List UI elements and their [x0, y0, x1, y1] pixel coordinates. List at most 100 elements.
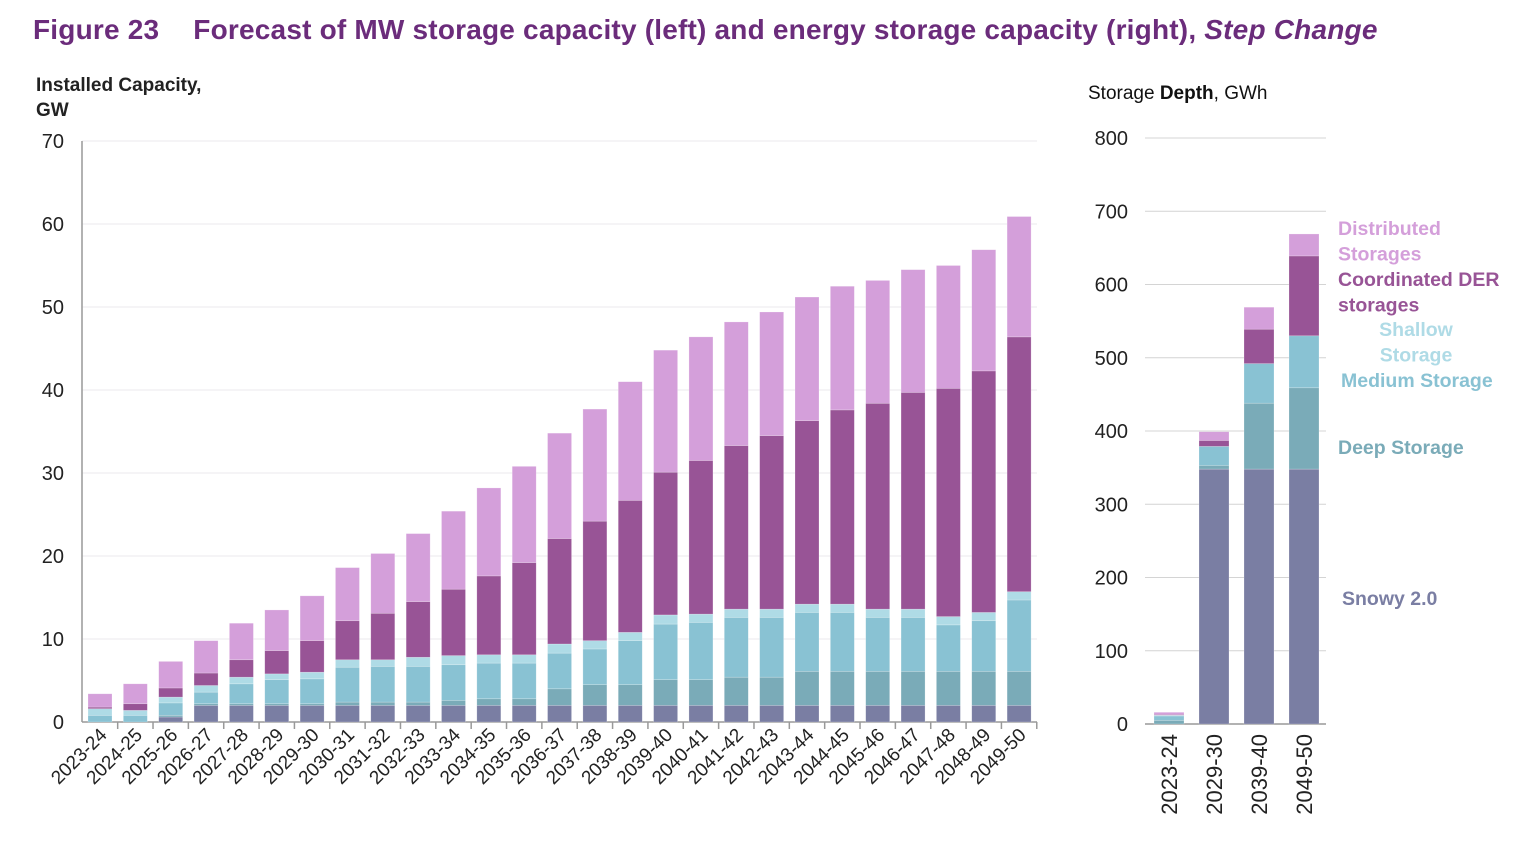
legend-label-coordinated-der-storages: Coordinated DER storages	[1338, 269, 1499, 317]
y-tick-label: 500	[1095, 348, 1128, 370]
bar-segment-shallow-storage	[264, 673, 290, 680]
bar-segment-shallow-storage	[865, 608, 891, 618]
bar-segment-deep-storage	[971, 671, 997, 706]
y-tick-label: 0	[1117, 714, 1128, 736]
bar-segment-snowy-2-0	[370, 705, 396, 723]
bar-segment-coordinated-der-storages	[653, 471, 678, 616]
bar-segment-medium-storage	[370, 666, 396, 703]
bar-segment-coordinated-der-storages	[794, 420, 820, 605]
bar-segment-shallow-storage	[476, 654, 502, 664]
bar-segment-snowy-2-0	[264, 705, 290, 723]
bar-segment-deep-storage	[1006, 671, 1032, 706]
bar-segment-medium-storage	[193, 691, 219, 705]
bar-segment-shallow-storage	[87, 708, 113, 716]
bar-segment-distributed-storages	[335, 567, 360, 622]
bar-segment-distributed-storages	[370, 553, 396, 614]
bar-segment-medium-storage	[936, 624, 961, 672]
bar-segment-coordinated-der-storages	[229, 659, 254, 678]
bar-segment-snowy-2-0	[1288, 468, 1320, 725]
bar-segment-distributed-storages	[865, 280, 891, 404]
bar-segment-deep-storage	[511, 698, 537, 706]
figure-title: Figure 23 Forecast of MW storage capacity…	[33, 14, 1378, 46]
bar-segment-snowy-2-0	[476, 705, 502, 723]
bar-segment-deep-storage	[405, 701, 431, 706]
bar-segment-coordinated-der-storages	[936, 388, 961, 617]
bar-segment-snowy-2-0	[193, 705, 219, 723]
bar-segment-coordinated-der-storages	[830, 409, 855, 605]
bar-segment-distributed-storages	[1288, 233, 1320, 257]
bar-segment-shallow-storage	[547, 643, 572, 654]
bar-segment-medium-storage	[582, 648, 608, 685]
y-tick-label: 100	[1095, 641, 1128, 663]
bar-segment-coordinated-der-storages	[158, 687, 183, 698]
bar-segment-coordinated-der-storages	[582, 520, 608, 641]
bar-segment-deep-storage	[900, 671, 926, 706]
bar-segment-coordinated-der-storages	[264, 650, 290, 675]
bar-segment-distributed-storages	[900, 269, 926, 393]
bar-segment-medium-storage	[335, 666, 360, 703]
bar-segment-snowy-2-0	[511, 705, 537, 723]
bar-segment-distributed-storages	[476, 487, 502, 577]
scenario-name: Step Change	[1204, 14, 1378, 45]
y-tick-label: 70	[42, 131, 64, 153]
y-tick-label: 800	[1095, 128, 1128, 150]
bar-segment-shallow-storage	[759, 608, 784, 618]
bar-segment-coordinated-der-storages	[547, 538, 572, 645]
bar-segment-shallow-storage	[370, 659, 396, 667]
bar-segment-deep-storage	[1243, 402, 1275, 470]
y-tick-label: 400	[1095, 421, 1128, 443]
bar-segment-shallow-storage	[971, 612, 997, 622]
bar-segment-deep-storage	[617, 684, 643, 706]
bar-segment-medium-storage	[405, 666, 431, 703]
bar-segment-shallow-storage	[617, 632, 643, 641]
bar-segment-shallow-storage	[229, 676, 254, 685]
bar-segment-medium-storage	[830, 612, 855, 672]
bar-segment-snowy-2-0	[688, 705, 714, 723]
bar-segment-coordinated-der-storages	[511, 562, 537, 656]
bar-segment-medium-storage	[264, 679, 290, 705]
bar-segment-shallow-storage	[723, 608, 749, 618]
bar-segment-snowy-2-0	[229, 705, 254, 723]
bar-segment-deep-storage	[936, 671, 961, 706]
bar-segment-distributed-storages	[936, 265, 961, 389]
bar-segment-distributed-storages	[511, 466, 537, 563]
bar-segment-medium-storage	[653, 623, 678, 680]
bar-segment-coordinated-der-storages	[1288, 255, 1320, 337]
bar-segment-coordinated-der-storages	[617, 500, 643, 633]
bar-segment-medium-storage	[688, 622, 714, 680]
bar-segment-coordinated-der-storages	[193, 672, 219, 686]
bar-segment-deep-storage	[582, 684, 608, 706]
bar-segment-deep-storage	[723, 676, 749, 706]
bar-segment-shallow-storage	[653, 614, 678, 625]
bar-segment-distributed-storages	[794, 296, 820, 422]
bar-segment-distributed-storages	[441, 510, 466, 590]
bar-segment-medium-storage	[900, 617, 926, 672]
bar-segment-distributed-storages	[405, 533, 431, 602]
bar-segment-medium-storage	[87, 715, 113, 723]
bar-segment-distributed-storages	[723, 321, 749, 446]
bar-segment-coordinated-der-storages	[865, 402, 891, 610]
bar-segment-deep-storage	[759, 676, 784, 706]
bar-segment-medium-storage	[759, 617, 784, 678]
bar-segment-snowy-2-0	[759, 705, 784, 723]
bar-segment-coordinated-der-storages	[299, 640, 325, 673]
bar-segment-distributed-storages	[87, 693, 113, 708]
bar-segment-snowy-2-0	[900, 705, 926, 723]
legend-label-medium-storage: Medium Storage	[1341, 370, 1493, 392]
bar-segment-deep-storage	[794, 671, 820, 706]
bar-segment-snowy-2-0	[441, 705, 466, 723]
bar-segment-snowy-2-0	[865, 705, 891, 723]
bar-segment-snowy-2-0	[723, 705, 749, 723]
bar-segment-medium-storage	[794, 612, 820, 672]
bar-segment-snowy-2-0	[971, 705, 997, 723]
bar-segment-coordinated-der-storages	[405, 601, 431, 658]
bar-segment-shallow-storage	[794, 603, 820, 613]
bar-segment-medium-storage	[1153, 715, 1185, 721]
bar-segment-deep-storage	[1153, 720, 1185, 725]
bar-segment-shallow-storage	[1006, 591, 1032, 601]
bar-segment-shallow-storage	[830, 603, 855, 613]
right-y-axis-label: Storage Depth, GWh	[1088, 83, 1268, 104]
bar-segment-coordinated-der-storages	[476, 575, 502, 656]
bar-segment-deep-storage	[547, 688, 572, 706]
